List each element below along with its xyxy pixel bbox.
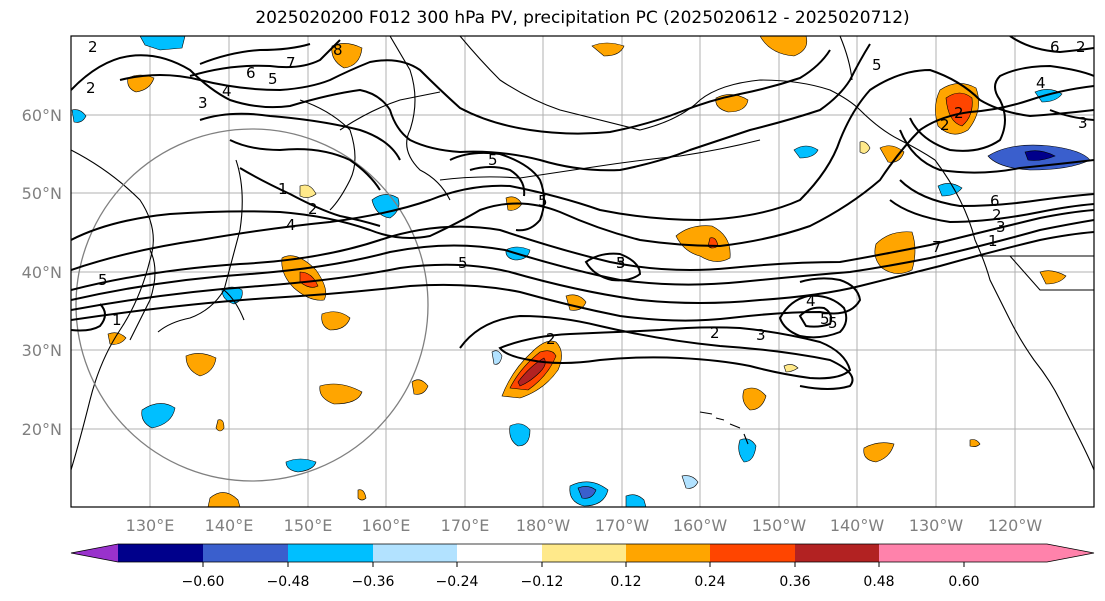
colorbar-tick-label: −0.36 (352, 574, 395, 590)
contour-label: 2 (954, 104, 964, 122)
lon-label: 150°W (752, 516, 807, 535)
colorbar-segment (626, 544, 710, 562)
contour-label: 6 (246, 64, 256, 82)
colorbar-segment (879, 544, 964, 562)
contour-label: 1 (278, 180, 288, 198)
lon-label: 140°E (205, 516, 254, 535)
colorbar-tick-label: 0.24 (694, 574, 725, 590)
colorbar-segment (542, 544, 626, 562)
contour-label: 3 (996, 218, 1006, 236)
contour-labels: 2 8 7 6 5 4 3 2 5 5 1 2 4 5 5 5 3 5 4 5 … (86, 38, 1088, 348)
contour-label: 5 (828, 314, 838, 332)
contour-label: 5 (872, 56, 882, 74)
lon-label: 160°W (673, 516, 728, 535)
contour-label: 6 (990, 192, 1000, 210)
colorbar: −0.60 −0.48 −0.36 −0.24 −0.12 0.12 0.24 … (70, 543, 1095, 590)
contour-label: 2 (88, 38, 98, 56)
contour-label: 5 (488, 151, 498, 169)
contour-label: 4 (806, 292, 816, 310)
contour-label: 5 (458, 254, 468, 272)
colorbar-segment (288, 544, 373, 562)
contour-label: 2 (992, 206, 1002, 224)
lon-label: 180°W (516, 516, 571, 535)
colorbar-segment (795, 544, 879, 562)
contour-label: 2 (308, 200, 318, 218)
colorbar-tick-label: 0.48 (863, 574, 894, 590)
colorbar-tick-label: 0.36 (779, 574, 810, 590)
range-ring (75, 128, 429, 482)
contour-label: 3 (756, 326, 766, 344)
colorbar-tick-label: −0.60 (182, 574, 225, 590)
lon-label: 140°W (830, 516, 885, 535)
contour-label: 5 (616, 254, 626, 272)
contour-label: 7 (286, 54, 296, 72)
colorbar-max-extend (964, 544, 1094, 562)
contour-label: 2 (940, 116, 950, 134)
lat-label-50n: 50°N (22, 184, 62, 203)
contour-label: 3 (198, 94, 208, 112)
colorbar-segment (118, 544, 203, 562)
colorbar-tick-label: −0.24 (436, 574, 479, 590)
colorbar-tick-label: 0.60 (948, 574, 979, 590)
colorbar-tick-label: 0.12 (610, 574, 641, 590)
lat-label-40n: 40°N (22, 263, 62, 282)
lon-label: 170°W (595, 516, 650, 535)
colorbar-min-extend (71, 544, 118, 562)
colorbar-segment (710, 544, 795, 562)
colorbar-tick-label: −0.48 (267, 574, 310, 590)
contour-label: 5 (98, 271, 108, 289)
colorbar-segment (203, 544, 288, 562)
lon-label: 130°W (909, 516, 964, 535)
longitude-labels: 130°E 140°E 150°E 160°E 170°E 180°W 170°… (126, 516, 1043, 535)
contour-label: 5 (538, 192, 548, 210)
lon-label: 160°E (362, 516, 411, 535)
contour-label: 4 (1036, 74, 1046, 92)
lon-label: 130°E (126, 516, 175, 535)
lon-label: 150°E (284, 516, 333, 535)
colorbar-segment (373, 544, 457, 562)
contour-label: 7 (932, 238, 942, 256)
contour-label: 2 (710, 324, 720, 342)
lat-label-30n: 30°N (22, 341, 62, 360)
contour-label: 3 (1078, 114, 1088, 132)
contour-label: 2 (546, 330, 556, 348)
lon-label: 120°W (988, 516, 1043, 535)
lat-label-20n: 20°N (22, 420, 62, 439)
colorbar-segment (457, 544, 542, 562)
contour-label: 2 (86, 79, 96, 97)
lon-label: 170°E (441, 516, 490, 535)
contour-label: 1 (988, 232, 998, 250)
coastlines (71, 36, 1094, 471)
colorbar-tick-label: −0.12 (521, 574, 564, 590)
contour-label: 5 (820, 310, 830, 328)
contour-label: 3 (616, 254, 626, 272)
latitude-labels: 60°N 50°N 40°N 30°N 20°N (22, 106, 62, 439)
contour-label: 6 (1050, 38, 1060, 56)
contour-label: 8 (333, 41, 343, 59)
contour-label: 4 (222, 82, 232, 100)
map-title: 2025020200 F012 300 hPa PV, precipitatio… (255, 8, 910, 28)
contour-label: 2 (1076, 38, 1086, 56)
contour-label: 1 (112, 311, 122, 329)
lat-label-60n: 60°N (22, 106, 62, 125)
pv-contours (71, 36, 1094, 390)
map-border (70, 35, 1095, 508)
contour-label: 5 (268, 70, 278, 88)
contour-label: 4 (286, 216, 296, 234)
